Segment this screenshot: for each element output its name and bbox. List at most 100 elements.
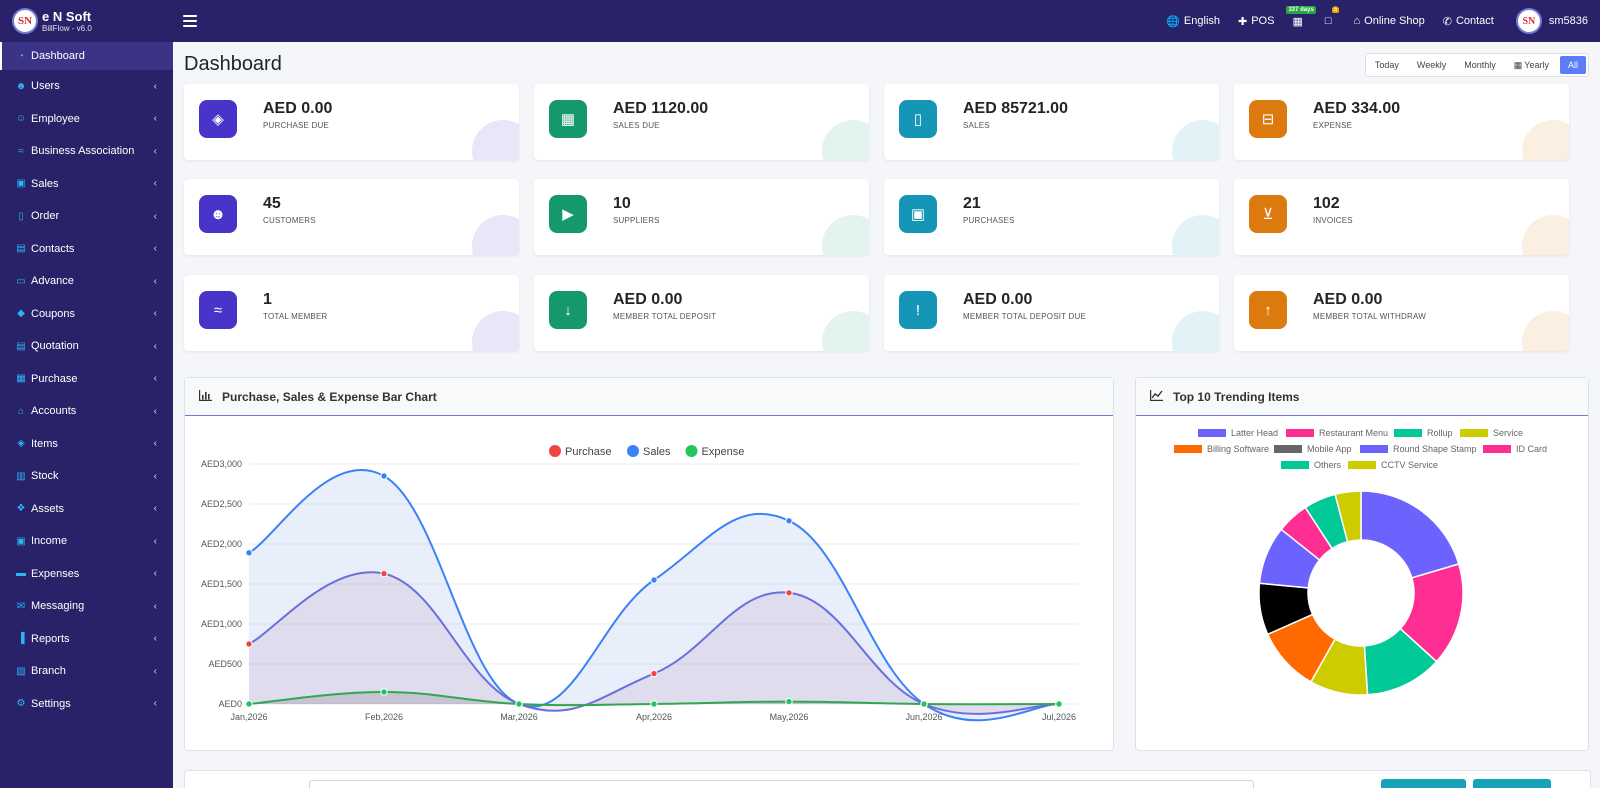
brand[interactable]: SN e N Soft BillFlow - v6.0 — [0, 0, 173, 42]
stat-card-customers[interactable]: ☻ 45 CUSTOMERS — [184, 179, 519, 255]
decorative-bubble — [1172, 215, 1219, 255]
sidebar-item-branch[interactable]: ▨ Branch ‹ — [0, 655, 173, 688]
user-menu[interactable]: SN sm5836 — [1515, 8, 1588, 34]
stat-value: AED 0.00 — [613, 291, 683, 308]
sidebar-item-stock[interactable]: ▥ Stock ‹ — [0, 460, 173, 493]
bottom-action-button-1[interactable] — [1381, 779, 1466, 788]
sidebar-item-label: Users — [31, 80, 60, 93]
stat-card-member-total-deposit[interactable]: ↓ AED 0.00 MEMBER TOTAL DEPOSIT — [534, 275, 869, 351]
y-tick-label: AED0 — [218, 699, 242, 709]
sidebar-item-purchase[interactable]: ▦ Purchase ‹ — [0, 363, 173, 396]
legend-swatch — [1483, 445, 1511, 453]
notification-button[interactable]: 5 □ — [1325, 7, 1340, 27]
sidebar-item-dashboard[interactable]: ◔ Dashboard — [0, 42, 173, 70]
sidebar-item-order[interactable]: ▯ Order ‹ — [0, 200, 173, 233]
language-selector[interactable]: 🌐 English — [1166, 15, 1220, 28]
legend-swatch — [1286, 429, 1314, 437]
stat-card-expense[interactable]: ⊟ AED 334.00 EXPENSE — [1234, 84, 1569, 160]
chevron-left-icon: ‹ — [153, 275, 157, 287]
stat-card-invoices[interactable]: ⊻ 102 INVOICES — [1234, 179, 1569, 255]
sidebar-item-coupons[interactable]: ◆ Coupons ‹ — [0, 298, 173, 331]
stat-card-total-member[interactable]: ≈1 TOTAL MEMBER — [184, 275, 519, 351]
cart-icon: ⊻ — [1249, 195, 1287, 233]
sidebar-item-sales[interactable]: ▣ Sales ‹ — [0, 168, 173, 201]
stat-label: TOTAL MEMBER — [263, 312, 328, 321]
menu-toggle-icon[interactable] — [183, 15, 197, 27]
sidebar-item-users[interactable]: ☻ Users ‹ — [0, 70, 173, 103]
period-today-button[interactable]: Today — [1366, 54, 1408, 76]
calendar-icon: ▦ — [1292, 15, 1303, 28]
decorative-bubble — [1172, 120, 1219, 160]
decorative-bubble — [472, 120, 519, 160]
stat-label: MEMBER TOTAL WITHDRAW — [1313, 312, 1426, 321]
chevron-left-icon: ‹ — [153, 600, 157, 612]
series-area-expense — [249, 692, 1059, 706]
sidebar-item-contacts[interactable]: ▤ Contacts ‹ — [0, 233, 173, 266]
period-monthly-button[interactable]: Monthly — [1455, 54, 1505, 76]
sidebar-item-expenses[interactable]: ▬ Expenses ‹ — [0, 558, 173, 591]
sidebar-item-label: Assets — [31, 502, 65, 515]
stat-value: 1 — [263, 291, 272, 308]
legend-label: Restaurant Menu — [1319, 428, 1388, 438]
line-chart-icon — [1150, 389, 1163, 404]
chevron-left-icon: ‹ — [153, 405, 157, 417]
stat-value: AED 0.00 — [1313, 291, 1383, 308]
sidebar-item-reports[interactable]: ▐ Reports ‹ — [0, 623, 173, 656]
period-all-button[interactable]: All — [1559, 56, 1586, 74]
legend-marker — [627, 445, 639, 457]
money-icon: ▭ — [16, 275, 26, 287]
stat-card-suppliers[interactable]: ▶ 10 SUPPLIERS — [534, 179, 869, 255]
contact-link[interactable]: ✆ Contact — [1443, 15, 1494, 28]
sidebar-item-business-association[interactable]: ≈ Business Association ‹ — [0, 135, 173, 168]
stat-card-purchases[interactable]: ▣ 21 PURCHASES — [884, 179, 1219, 255]
calendar-button[interactable]: 337 days ▦ — [1286, 5, 1316, 28]
notification-badge: 5 — [1331, 7, 1340, 13]
sidebar-item-settings[interactable]: ⚙ Settings ‹ — [0, 688, 173, 721]
chevron-left-icon: ‹ — [153, 568, 157, 580]
sidebar-item-advance[interactable]: ▭ Advance ‹ — [0, 265, 173, 298]
credit-card-icon: ▬ — [16, 568, 26, 580]
data-point-purchase — [380, 569, 388, 578]
sidebar-item-assets[interactable]: ❖ Assets ‹ — [0, 493, 173, 526]
stat-value: 45 — [263, 195, 281, 212]
chevron-left-icon: ‹ — [153, 503, 157, 515]
stat-label: CUSTOMERS — [263, 216, 316, 225]
stat-card-sales-due[interactable]: ▦ AED 1120.00 SALES DUE — [534, 84, 869, 160]
stat-card-member-total-deposit-due[interactable]: ! AED 0.00 MEMBER TOTAL DEPOSIT DUE — [884, 275, 1219, 351]
sidebar-item-accounts[interactable]: ⌂ Accounts ‹ — [0, 395, 173, 428]
doughnut-slice — [1360, 490, 1460, 579]
sidebar-item-label: Business Association — [31, 145, 135, 158]
sidebar-item-label: Reports — [31, 632, 70, 645]
employee-icon: ☺ — [15, 113, 27, 125]
cube-icon: ◈ — [199, 100, 237, 138]
sidebar-item-quotation[interactable]: ▤ Quotation ‹ — [0, 330, 173, 363]
stat-card-purchase-due[interactable]: ◈ AED 0.00 PURCHASE DUE — [184, 84, 519, 160]
period-yearly-button[interactable]: ▦ Yearly — [1505, 54, 1558, 76]
stat-card-member-total-withdraw[interactable]: ↑ AED 0.00 MEMBER TOTAL WITHDRAW — [1234, 275, 1569, 351]
decorative-bubble — [472, 311, 519, 351]
sidebar-item-messaging[interactable]: ✉ Messaging ‹ — [0, 590, 173, 623]
sidebar-item-employee[interactable]: ☺ Employee ‹ — [0, 103, 173, 136]
period-weekly-button[interactable]: Weekly — [1408, 54, 1455, 76]
bottom-search-input[interactable] — [309, 780, 1254, 788]
bottom-action-button-2[interactable] — [1473, 779, 1551, 788]
main-content: Dashboard Today Weekly Monthly ▦ Yearly All ◈… — [173, 42, 1600, 788]
briefcase-icon: ▣ — [899, 195, 937, 233]
stat-card-sales[interactable]: ▯ AED 85721.00 SALES — [884, 84, 1219, 160]
stat-value: AED 85721.00 — [963, 100, 1068, 117]
y-tick-label: AED500 — [208, 659, 242, 669]
handshake-icon: ≈ — [199, 291, 237, 329]
sidebar-item-label: Branch — [31, 665, 66, 678]
language-label: English — [1183, 15, 1220, 27]
chevron-left-icon: ‹ — [153, 178, 157, 190]
data-point-purchase — [785, 589, 793, 597]
sidebar-item-income[interactable]: ▣ Income ‹ — [0, 525, 173, 558]
bank-icon: ⌂ — [17, 405, 25, 417]
online-shop-link[interactable]: ⌂ Online Shop — [1354, 15, 1425, 27]
x-tick-label: Jun,2026 — [905, 712, 942, 722]
sidebar-item-label: Sales — [31, 177, 59, 190]
chevron-left-icon: ‹ — [153, 243, 157, 255]
sidebar-item-items[interactable]: ◈ Items ‹ — [0, 428, 173, 461]
pos-link[interactable]: ✚ POS — [1238, 15, 1274, 28]
address-book-icon: ▤ — [16, 243, 26, 255]
